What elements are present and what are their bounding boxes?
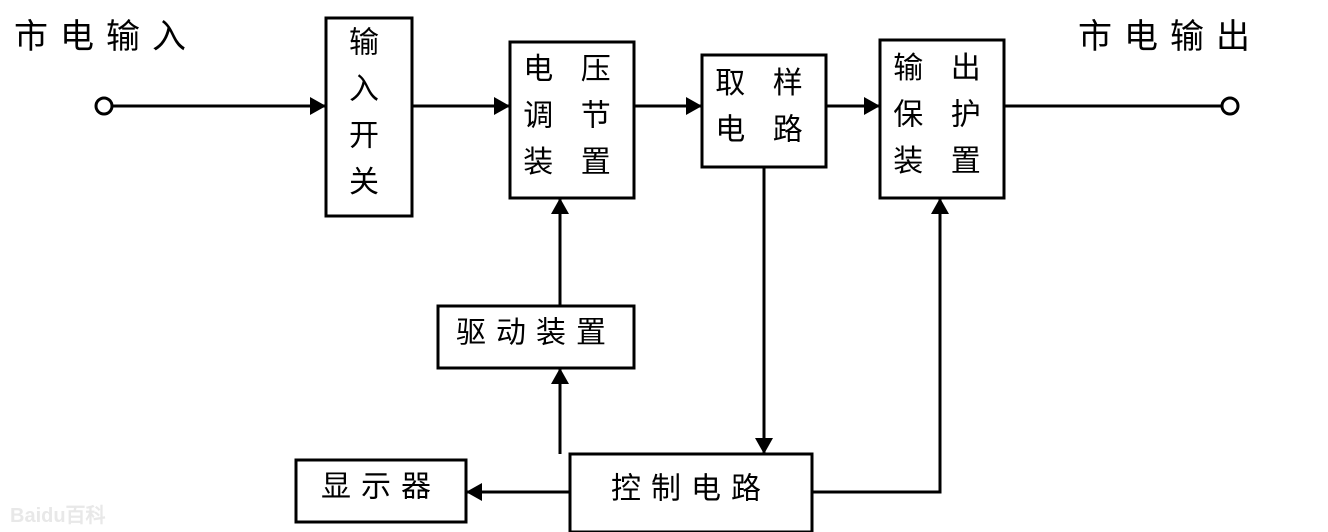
node-output_protect: 输 出保 护装 置 (880, 40, 1004, 198)
arrowhead (310, 97, 326, 115)
terminal-in (96, 98, 112, 114)
arrowhead (864, 97, 880, 115)
node-output_protect-line-2: 装 置 (893, 145, 991, 178)
label-input: 市电输入 (14, 18, 198, 56)
node-input_switch-line-1: 入 (349, 73, 389, 106)
arrowhead (755, 438, 773, 454)
arrowhead (466, 483, 482, 501)
node-input_switch-line-2: 开 (349, 120, 389, 153)
arrowhead (494, 97, 510, 115)
watermark: Baidu百科 (10, 503, 106, 527)
node-sampling: 取 样电 路 (702, 55, 826, 167)
node-voltage_reg-line-0: 电 压 (523, 53, 621, 86)
arrowhead (686, 97, 702, 115)
arrowhead (551, 198, 569, 214)
node-sampling-line-1: 电 路 (715, 114, 813, 147)
node-voltage_reg: 电 压调 节装 置 (510, 42, 634, 198)
node-output_protect-line-0: 输 出 (893, 52, 991, 85)
node-drive: 驱动装置 (438, 306, 634, 368)
node-input_switch-line-3: 关 (349, 166, 389, 199)
label-output: 市电输出 (1078, 18, 1262, 56)
node-input_switch: 输入开关 (326, 18, 412, 216)
node-control: 控制电路 (570, 454, 812, 532)
node-display-line-0: 显示器 (321, 470, 441, 503)
node-input_switch-line-0: 输 (349, 27, 389, 60)
terminal-out (1222, 98, 1238, 114)
node-voltage_reg-line-1: 调 节 (523, 99, 621, 132)
node-drive-line-0: 驱动装置 (456, 316, 616, 349)
node-sampling-line-0: 取 样 (715, 67, 813, 100)
edge-control-output_protect (812, 198, 940, 492)
node-output_protect-line-1: 保 护 (893, 98, 991, 131)
arrowhead (931, 198, 949, 214)
node-control-line-0: 控制电路 (611, 472, 771, 505)
node-voltage_reg-line-2: 装 置 (523, 146, 621, 179)
arrowhead (551, 368, 569, 384)
node-display: 显示器 (296, 460, 466, 522)
